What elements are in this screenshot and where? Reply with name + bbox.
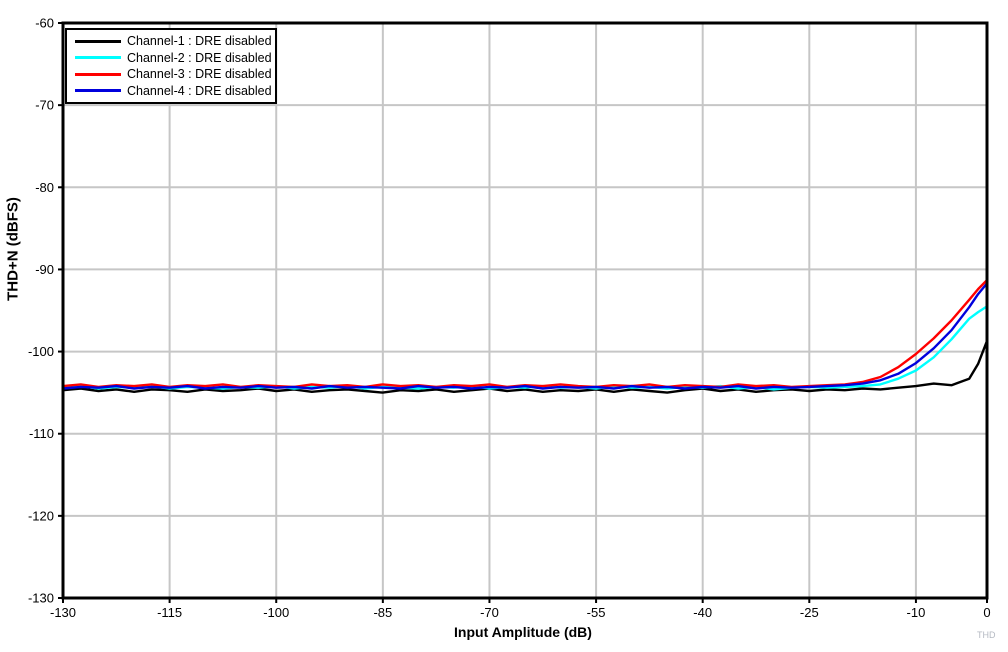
series-line-channel-3 [61,278,989,389]
legend-line-sample [75,89,121,93]
series-line-channel-1 [61,339,989,394]
x-tick-label: -115 [157,605,182,620]
legend-item: Channel-1 : DRE disabled [67,34,275,49]
y-tick-label: -110 [29,426,54,441]
series-line-channel-4 [61,282,989,390]
x-tick-label: -85 [373,605,392,620]
y-tick-label: -130 [28,591,54,606]
x-tick-label: -25 [800,605,819,620]
x-tick-label: -10 [907,605,926,620]
x-tick-label: -40 [693,605,712,620]
y-axis-title: THD+N (dBFS) [4,197,22,301]
plot-border [61,21,989,600]
watermark-text: THD [977,630,996,640]
y-tick-label: -120 [28,508,54,523]
legend-label: Channel-3 : DRE disabled [127,67,272,81]
y-tick-label: -100 [28,344,54,359]
x-axis-title: Input Amplitude (dB) [454,624,592,640]
x-tick-label: 0 [983,605,990,620]
x-tick-label: -70 [480,605,499,620]
legend-item: Channel-3 : DRE disabled [67,67,275,82]
legend-label: Channel-4 : DRE disabled [127,83,272,98]
legend-label: Channel-1 : DRE disabled [127,34,272,48]
y-tick-label: -60 [35,16,54,31]
legend-label: Channel-2 : DRE disabled [127,50,272,65]
legend-item: Channel-2 : DRE disabled [67,50,275,65]
x-tick-label: -130 [50,605,76,620]
legend: Channel-1 : DRE disabled Channel-2 : DRE … [65,28,277,104]
legend-line-sample [75,56,121,60]
x-tick-label: -100 [263,605,289,620]
series-line-channel-2 [61,305,989,391]
x-tick-label: -55 [587,605,606,620]
y-tick-label: -70 [35,98,54,113]
legend-item: Channel-4 : DRE disabled [67,83,275,98]
y-tick-label: -80 [35,180,54,195]
legend-line-sample [75,39,121,43]
legend-line-sample [75,72,121,76]
y-tick-label: -90 [35,262,54,277]
